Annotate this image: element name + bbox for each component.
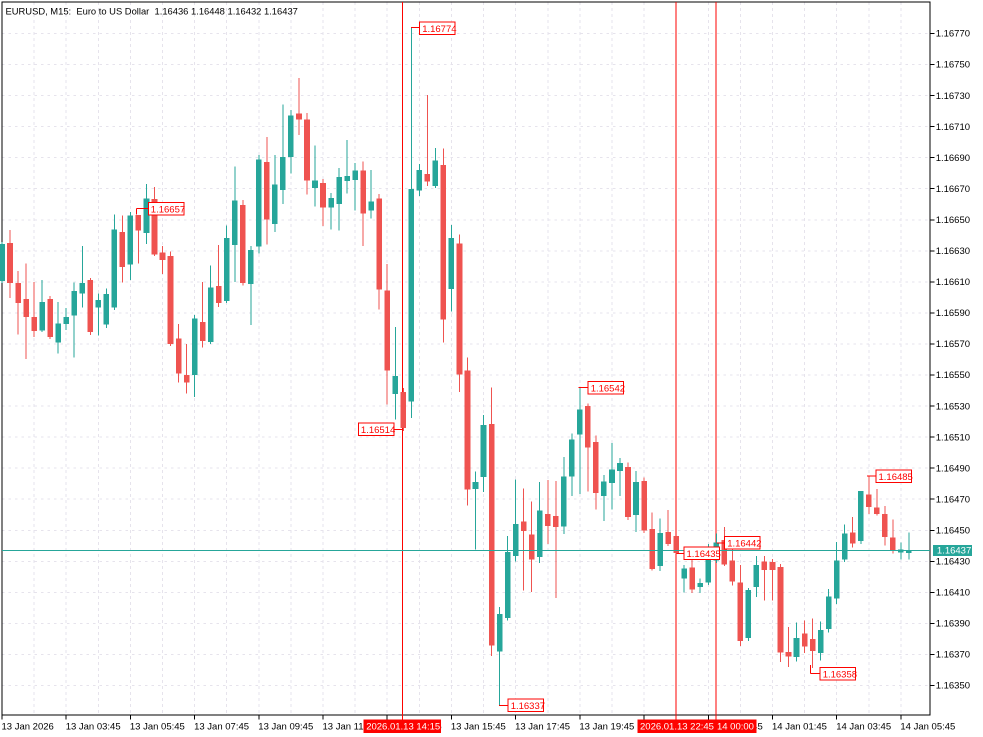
svg-text:1.16630: 1.16630	[936, 246, 970, 257]
svg-text:1.16470: 1.16470	[936, 494, 970, 505]
svg-text:1.16774: 1.16774	[422, 24, 456, 35]
svg-text:1.16514: 1.16514	[361, 425, 395, 436]
svg-text:1.16485: 1.16485	[879, 472, 913, 483]
svg-text:13 Jan 11:45: 13 Jan 11:45	[323, 722, 377, 733]
svg-text:14 Jan 05:45: 14 Jan 05:45	[900, 722, 955, 733]
svg-text:1.16510: 1.16510	[936, 432, 970, 443]
svg-text:1.16437: 1.16437	[937, 546, 971, 557]
svg-text:1.16590: 1.16590	[936, 308, 970, 319]
svg-text:1.16550: 1.16550	[936, 370, 970, 381]
svg-text:1.16542: 1.16542	[591, 383, 625, 394]
svg-text:1.16657: 1.16657	[151, 204, 185, 215]
svg-text:1.16442: 1.16442	[727, 539, 761, 550]
svg-text:13 Jan 03:45: 13 Jan 03:45	[66, 722, 121, 733]
svg-text:1.16670: 1.16670	[936, 184, 970, 195]
svg-text:1.16650: 1.16650	[936, 215, 970, 226]
svg-text:1.16570: 1.16570	[936, 339, 970, 350]
svg-text:14 Jan 03:45: 14 Jan 03:45	[836, 722, 891, 733]
svg-text:1.16350: 1.16350	[936, 681, 970, 692]
svg-text:13 Jan 07:45: 13 Jan 07:45	[194, 722, 249, 733]
svg-text:1.16370: 1.16370	[936, 650, 970, 661]
svg-text:1.16490: 1.16490	[936, 463, 970, 474]
svg-text:1.16610: 1.16610	[936, 277, 970, 288]
svg-text:1.16435: 1.16435	[687, 549, 721, 560]
svg-text:1.16710: 1.16710	[936, 122, 970, 133]
svg-text:1.16750: 1.16750	[936, 60, 970, 71]
svg-text:1.16530: 1.16530	[936, 401, 970, 412]
svg-text:2026.01.13 14:15: 2026.01.13 14:15	[366, 722, 440, 733]
svg-text:2026.01.13 22:45: 2026.01.13 22:45	[640, 722, 714, 733]
svg-text:1.16450: 1.16450	[936, 526, 970, 537]
svg-text:13 Jan 05:45: 13 Jan 05:45	[130, 722, 185, 733]
svg-text:1.16390: 1.16390	[936, 619, 970, 630]
svg-text:13 Jan 19:45: 13 Jan 19:45	[579, 722, 634, 733]
svg-text:1.16430: 1.16430	[936, 557, 970, 568]
svg-text:13 Jan 2026: 13 Jan 2026	[2, 722, 54, 733]
svg-text:13 Jan 09:45: 13 Jan 09:45	[258, 722, 313, 733]
svg-text:1.16770: 1.16770	[936, 29, 970, 40]
svg-text:13 Jan 15:45: 13 Jan 15:45	[451, 722, 506, 733]
svg-text:1.16730: 1.16730	[936, 91, 970, 102]
svg-text:1.16410: 1.16410	[936, 588, 970, 599]
svg-text:1.16337: 1.16337	[511, 701, 545, 712]
svg-text:1.16690: 1.16690	[936, 153, 970, 164]
svg-text:13 Jan 17:45: 13 Jan 17:45	[515, 722, 570, 733]
svg-text:14 Jan 01:45: 14 Jan 01:45	[772, 722, 827, 733]
svg-text:1.16358: 1.16358	[823, 670, 857, 681]
svg-text:EURUSD, M15: Euro to US Dolla: EURUSD, M15: Euro to US Dollar 1.16436 1…	[6, 6, 298, 17]
